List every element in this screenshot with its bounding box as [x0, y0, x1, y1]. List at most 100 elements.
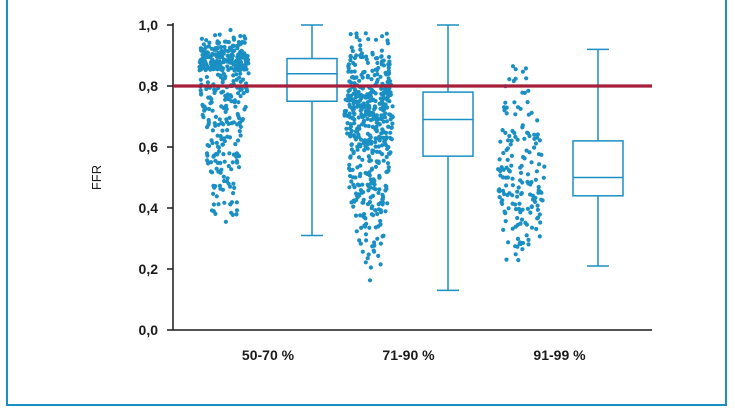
- data-point: [215, 39, 220, 44]
- data-point: [509, 153, 514, 158]
- data-point: [210, 108, 215, 113]
- data-point: [501, 227, 506, 232]
- data-point: [380, 197, 385, 202]
- data-point: [378, 262, 383, 267]
- data-point: [532, 145, 537, 150]
- data-point: [516, 185, 521, 190]
- data-point: [358, 241, 363, 246]
- data-point: [351, 204, 356, 209]
- data-point: [508, 142, 513, 147]
- data-point: [231, 79, 236, 84]
- box-iqr: [286, 57, 338, 102]
- data-point: [212, 185, 217, 190]
- data-point: [372, 240, 377, 245]
- data-point: [388, 150, 393, 155]
- data-point: [218, 160, 223, 166]
- data-point: [222, 44, 227, 50]
- data-point: [209, 138, 214, 143]
- data-point: [365, 131, 370, 136]
- data-point: [354, 31, 359, 36]
- data-point: [385, 41, 391, 46]
- data-point: [216, 149, 222, 154]
- data-point: [201, 104, 206, 109]
- data-point: [199, 92, 204, 97]
- data-point: [379, 62, 384, 67]
- data-point: [229, 52, 235, 57]
- data-point: [234, 72, 239, 77]
- data-point: [227, 151, 232, 156]
- data-point: [221, 174, 226, 179]
- data-point: [525, 130, 530, 135]
- data-point: [352, 69, 357, 74]
- data-point: [219, 44, 224, 50]
- data-point: [360, 157, 365, 162]
- data-point: [535, 118, 540, 123]
- data-point: [384, 119, 389, 124]
- data-point: [535, 207, 541, 212]
- data-point: [219, 54, 225, 60]
- data-point: [363, 123, 368, 128]
- data-point: [348, 58, 353, 63]
- data-point: [352, 121, 357, 126]
- data-point: [353, 213, 359, 218]
- data-point: [208, 61, 214, 66]
- data-point: [357, 78, 362, 83]
- data-point: [202, 108, 207, 113]
- data-point: [372, 73, 377, 78]
- data-point: [388, 92, 393, 97]
- data-point: [378, 222, 383, 227]
- data-point: [373, 187, 378, 192]
- data-point: [218, 134, 223, 139]
- data-point: [516, 258, 521, 263]
- data-point: [355, 182, 360, 187]
- data-point: [204, 86, 209, 92]
- data-point: [238, 87, 243, 93]
- data-point: [371, 114, 376, 119]
- data-point: [361, 70, 366, 75]
- data-point: [366, 37, 371, 42]
- data-point: [509, 163, 514, 168]
- data-point: [386, 63, 391, 68]
- data-point: [218, 61, 223, 66]
- data-point: [501, 105, 507, 110]
- data-point: [213, 123, 218, 128]
- data-point: [374, 124, 379, 129]
- data-point: [347, 131, 352, 136]
- data-point: [529, 160, 534, 165]
- data-point: [506, 240, 511, 245]
- data-point: [363, 216, 368, 221]
- data-point: [221, 152, 226, 157]
- data-point: [358, 53, 363, 58]
- data-point: [536, 152, 542, 157]
- data-point: [378, 101, 383, 106]
- data-point: [214, 166, 219, 171]
- data-point: [523, 66, 529, 71]
- data-point: [352, 135, 358, 140]
- data-point: [380, 234, 385, 239]
- data-point: [503, 100, 508, 105]
- data-point: [218, 170, 223, 175]
- data-point: [359, 190, 365, 195]
- data-point: [380, 127, 385, 132]
- y-tick-label: 0,8: [139, 78, 159, 94]
- data-point: [236, 91, 241, 96]
- data-point: [390, 121, 395, 126]
- data-point: [237, 121, 242, 127]
- data-point: [368, 118, 374, 123]
- data-point: [510, 183, 515, 188]
- data-point: [240, 65, 245, 70]
- data-point: [513, 252, 518, 257]
- data-point: [220, 128, 225, 133]
- data-point: [379, 131, 384, 136]
- data-point: [215, 144, 221, 149]
- data-point: [381, 58, 386, 63]
- data-point: [209, 100, 214, 105]
- data-point: [364, 54, 369, 59]
- data-point: [383, 142, 388, 147]
- data-point: [360, 249, 365, 254]
- data-point: [351, 111, 357, 116]
- data-point: [506, 206, 511, 211]
- data-point: [363, 144, 368, 149]
- data-point: [364, 238, 369, 243]
- data-point: [353, 62, 358, 67]
